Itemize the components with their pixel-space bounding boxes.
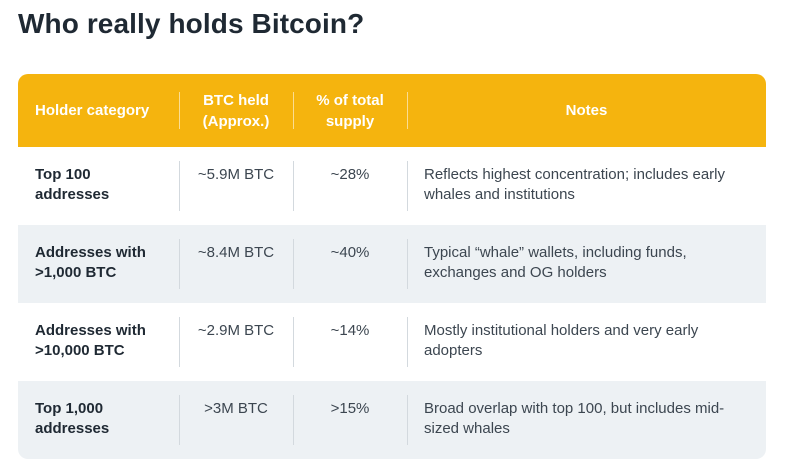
header-btc-held: BTC held (Approx.) (179, 74, 293, 147)
table-row: Top 100 addresses ~5.9M BTC ~28% Reflect… (18, 147, 766, 225)
supply-pct-cell: ~14% (293, 303, 407, 381)
btc-held-cell: ~8.4M BTC (179, 225, 293, 303)
btc-held-cell: >3M BTC (179, 381, 293, 459)
table-row: Addresses with >10,000 BTC ~2.9M BTC ~14… (18, 303, 766, 381)
holder-category-cell: Addresses with >1,000 BTC (35, 244, 146, 281)
table-header-row: Holder category BTC held (Approx.) % of … (18, 74, 766, 147)
header-supply-pct: % of total supply (293, 74, 407, 147)
holder-category-cell: Addresses with >10,000 BTC (35, 322, 146, 359)
holder-category-cell: Top 100 addresses (35, 166, 110, 203)
supply-pct-cell: ~28% (293, 147, 407, 225)
supply-pct-cell: >15% (293, 381, 407, 459)
btc-held-cell: ~5.9M BTC (179, 147, 293, 225)
holdings-table: Holder category BTC held (Approx.) % of … (18, 74, 766, 459)
notes-cell: Reflects highest concentration; includes… (407, 147, 766, 225)
notes-cell: Broad overlap with top 100, but includes… (407, 381, 766, 459)
table-row: Top 1,000 addresses >3M BTC >15% Broad o… (18, 381, 766, 459)
btc-held-cell: ~2.9M BTC (179, 303, 293, 381)
notes-cell: Mostly institutional holders and very ea… (407, 303, 766, 381)
holder-category-cell: Top 1,000 addresses (35, 400, 110, 437)
header-notes: Notes (407, 74, 766, 147)
supply-pct-cell: ~40% (293, 225, 407, 303)
page-title: Who really holds Bitcoin? (18, 8, 365, 39)
table-row: Addresses with >1,000 BTC ~8.4M BTC ~40%… (18, 225, 766, 303)
notes-cell: Typical “whale” wallets, including funds… (407, 225, 766, 303)
header-holder-category: Holder category (35, 102, 150, 119)
